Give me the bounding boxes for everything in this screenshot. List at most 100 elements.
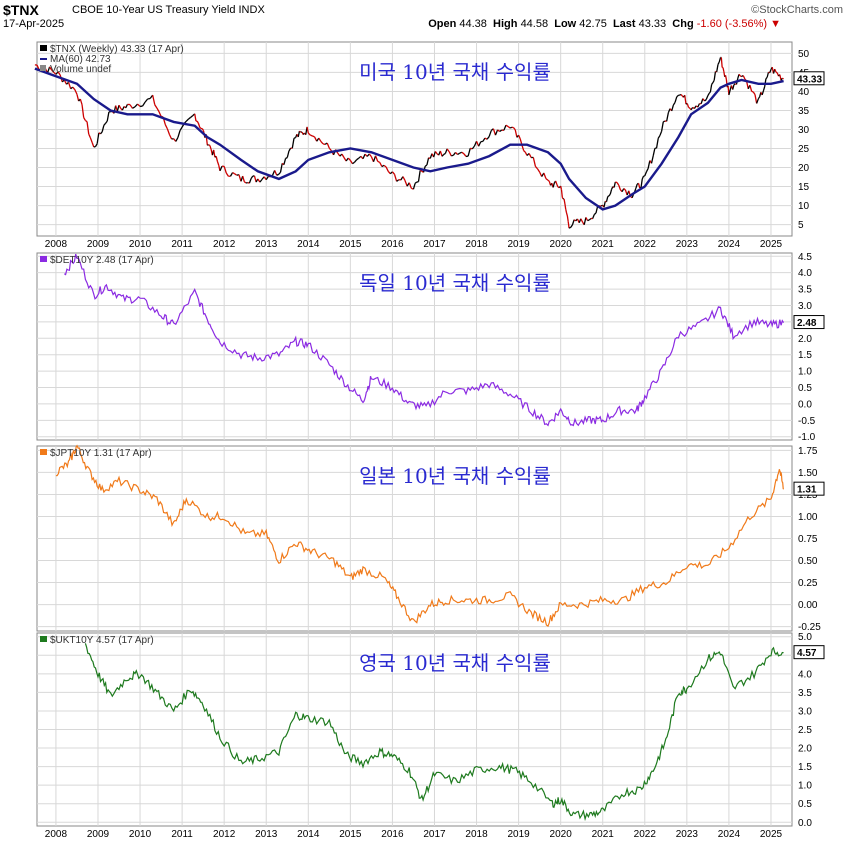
x-tick-label: 2012 bbox=[213, 239, 236, 250]
us-yield-segment bbox=[201, 128, 205, 132]
us-yield-segment bbox=[307, 132, 311, 136]
us-yield-segment bbox=[84, 119, 88, 123]
us-yield-segment bbox=[459, 151, 463, 154]
us-yield-segment bbox=[507, 125, 511, 129]
us-yield-segment bbox=[259, 178, 263, 183]
us-yield-segment bbox=[132, 106, 136, 109]
us-yield-segment bbox=[478, 141, 482, 147]
us-yield-segment bbox=[732, 84, 735, 90]
us-yield-segment bbox=[722, 67, 725, 72]
us-yield-segment bbox=[96, 132, 100, 144]
us-yield-segment bbox=[94, 143, 98, 147]
us-yield-segment bbox=[444, 148, 448, 154]
us-yield-segment bbox=[657, 135, 661, 139]
legend-swatch bbox=[40, 449, 47, 455]
us-yield-segment bbox=[238, 174, 242, 182]
x-tick-label: 2008 bbox=[45, 239, 68, 250]
y-tick-label: 1.5 bbox=[798, 350, 812, 361]
chg-value: -1.60 (-3.56%) bbox=[696, 18, 768, 30]
us-yield-segment bbox=[86, 121, 90, 135]
us-yield-segment bbox=[379, 162, 383, 167]
us-yield-segment bbox=[412, 183, 416, 190]
open-label: Open bbox=[428, 18, 457, 30]
us-yield-segment bbox=[588, 217, 592, 221]
last-value-box bbox=[793, 645, 825, 660]
us-yield-segment bbox=[299, 130, 302, 133]
us-yield-segment bbox=[585, 217, 589, 221]
us-yield-segment bbox=[341, 153, 345, 158]
y-tick-label: 2.0 bbox=[798, 334, 812, 345]
us-yield-segment bbox=[635, 183, 638, 189]
us-yield-segment bbox=[728, 89, 731, 96]
us-yield-segment bbox=[156, 107, 160, 112]
us-yield-segment bbox=[775, 71, 778, 74]
last-value-label: 43.33 bbox=[797, 74, 822, 85]
us-yield-segment bbox=[779, 74, 782, 81]
legend-entry: $TNX (Weekly) 43.33 (17 Apr) bbox=[50, 44, 184, 55]
us-yield-segment bbox=[137, 103, 141, 107]
us-yield-segment bbox=[707, 93, 710, 96]
y-tick-label: 3.0 bbox=[798, 301, 812, 312]
quote-date: 17-Apr-2025 bbox=[3, 18, 65, 30]
us-yield-segment bbox=[688, 106, 691, 109]
us-yield-segment bbox=[434, 151, 438, 155]
us-yield-segment bbox=[106, 111, 110, 122]
us-yield-segment bbox=[175, 137, 179, 142]
us-yield-segment bbox=[250, 175, 254, 179]
us-yield-segment bbox=[482, 137, 486, 142]
y-tick-label: 0.5 bbox=[798, 383, 812, 394]
x-tick-label: 2008 bbox=[45, 829, 68, 840]
y-tick-label: -0.5 bbox=[798, 416, 816, 427]
us-yield-segment bbox=[587, 219, 590, 222]
us-yield-segment bbox=[293, 136, 296, 139]
x-tick-label: 2020 bbox=[550, 829, 573, 840]
us-yield-segment bbox=[326, 142, 330, 149]
us-yield-segment bbox=[607, 195, 610, 198]
us-yield-segment bbox=[105, 120, 108, 124]
us-yield-segment bbox=[704, 99, 707, 102]
us-yield-segment bbox=[528, 153, 532, 158]
overlay-title: 영국 10년 국채 수익률 bbox=[359, 651, 551, 675]
x-tick-label: 2014 bbox=[297, 239, 320, 250]
x-tick-label: 2025 bbox=[760, 829, 783, 840]
us-yield-segment bbox=[486, 136, 490, 140]
us-yield-segment bbox=[271, 170, 276, 176]
us-yield-segment bbox=[278, 171, 282, 175]
us-yield-segment bbox=[79, 98, 83, 105]
ma60-line bbox=[34, 67, 784, 211]
us-yield-segment bbox=[426, 157, 430, 166]
us-yield-segment bbox=[197, 123, 201, 128]
us-yield-segment bbox=[248, 178, 252, 184]
us-yield-segment bbox=[76, 94, 80, 102]
us-yield-segment bbox=[142, 101, 146, 107]
us-yield-segment bbox=[697, 103, 701, 108]
us-yield-segment bbox=[385, 166, 389, 172]
us-yield-segment bbox=[663, 120, 666, 123]
us-yield-segment bbox=[352, 161, 355, 165]
source-credit[interactable]: ©StockCharts.com bbox=[751, 4, 843, 16]
us-yield-segment bbox=[647, 160, 651, 169]
us-yield-segment bbox=[439, 150, 443, 157]
us-yield-segment bbox=[377, 160, 381, 163]
us-yield-segment bbox=[717, 61, 720, 65]
us-yield-segment bbox=[49, 66, 53, 71]
x-tick-label: 2020 bbox=[550, 239, 573, 250]
us-yield-segment bbox=[225, 172, 229, 177]
us-yield-segment bbox=[659, 131, 663, 136]
x-tick-label: 2021 bbox=[592, 829, 615, 840]
us-yield-segment bbox=[125, 104, 129, 109]
y-tick-label: 5.0 bbox=[798, 632, 812, 643]
us-yield-segment bbox=[712, 79, 715, 83]
last-value-label: 2.48 bbox=[797, 318, 817, 329]
us-yield-segment bbox=[243, 181, 247, 184]
us-yield-segment bbox=[448, 151, 452, 157]
x-tick-label: 2011 bbox=[171, 829, 193, 840]
us-yield-segment bbox=[560, 189, 563, 198]
us-yield-segment bbox=[547, 179, 550, 182]
us-yield-segment bbox=[765, 76, 768, 80]
jp-yield-line bbox=[55, 444, 785, 628]
y-tick-label: 50 bbox=[798, 49, 810, 60]
us-yield-segment bbox=[129, 104, 134, 109]
legend-swatch bbox=[40, 65, 46, 71]
us-yield-segment bbox=[555, 180, 558, 185]
